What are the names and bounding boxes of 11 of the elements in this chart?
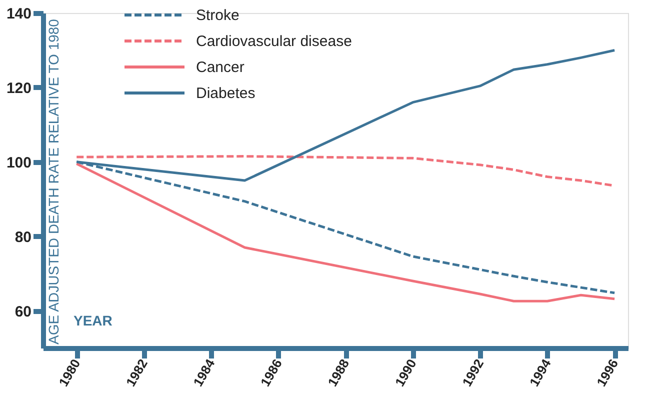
y-tick-label: 120	[6, 80, 32, 97]
y-tick-label: 140	[6, 6, 32, 22]
legend-label: Stroke	[196, 7, 240, 24]
y-tick-label: 100	[6, 154, 32, 172]
y-tick-label: 80	[14, 228, 32, 246]
y-tick-label: 60	[14, 303, 32, 320]
y-axis-title: AGE ADJUSTED DEATH RATE RELATIVE TO 1980	[46, 18, 62, 344]
legend-label: Cardiovascular disease	[196, 33, 352, 50]
legend-label: Diabetes	[196, 85, 256, 102]
legend-label: Cancer	[196, 59, 244, 76]
x-axis-title: YEAR	[74, 312, 112, 328]
